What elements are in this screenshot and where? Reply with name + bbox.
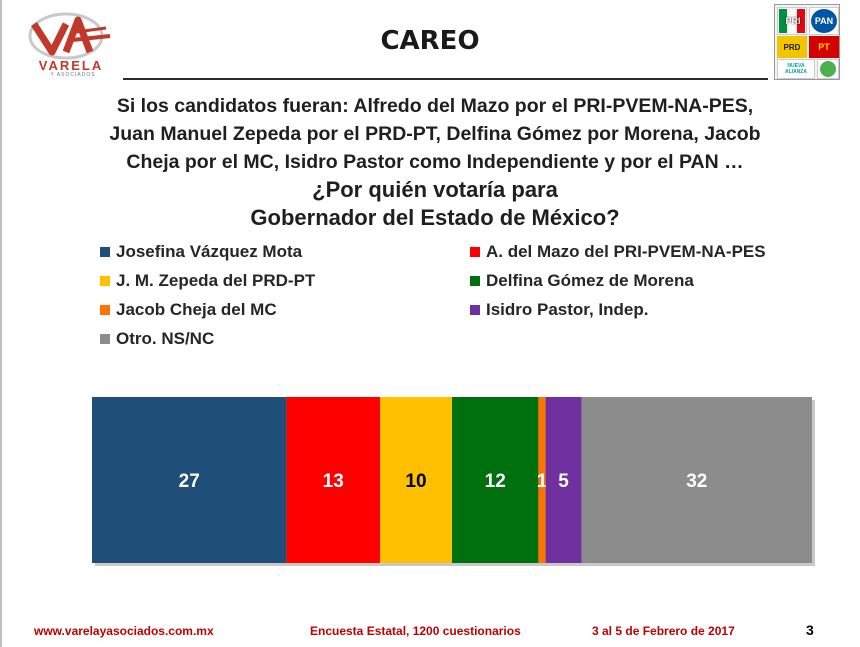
question-text: Si los candidatos fueran: Alfredo del Ma… [40, 92, 830, 176]
stacked-bar-chart: 27 13 10 12 1 5 32 [92, 397, 815, 566]
pan-logo-icon: PAN [809, 7, 839, 35]
bar-data-label-0: 27 [179, 471, 200, 492]
legend-swatch [100, 334, 110, 344]
legend-item-cheja: Jacob Cheja del MC [100, 300, 277, 320]
legend-item-del-mazo: A. del Mazo del PRI-PVEM-NA-PES [470, 242, 766, 262]
legend-swatch [470, 247, 480, 257]
legend-swatch [470, 305, 480, 315]
bar-data-label-4: 1 [537, 471, 548, 492]
title-divider [123, 78, 768, 80]
varela-logo-icon [28, 12, 111, 60]
bar-segment-6 [581, 397, 812, 563]
legend-label: Josefina Vázquez Mota [116, 242, 303, 261]
bar-segment-0 [92, 397, 287, 563]
nueva-alianza-logo-icon: NUEVA ALIANZA [777, 59, 815, 79]
legend-item-vazquez-mota: Josefina Vázquez Mota [100, 242, 302, 262]
bar-data-label-2: 10 [405, 471, 426, 492]
bar-segment-1 [286, 397, 380, 563]
bar-data-label-3: 12 [485, 471, 506, 492]
chart-legend: Josefina Vázquez Mota A. del Mazo del PR… [100, 242, 820, 352]
prd-label: PRD [783, 42, 801, 52]
bar-segment-4 [538, 397, 546, 563]
bar-segment-2 [380, 397, 452, 563]
question-line-3: Cheja por el MC, Isidro Pastor como Inde… [126, 151, 744, 173]
legend-label: Delfina Gómez de Morena [486, 271, 694, 290]
pt-logo-icon: PT [809, 36, 839, 58]
legend-item-otro: Otro. NS/NC [100, 329, 214, 349]
logo-subtext: Y ASOCIADOS [50, 72, 96, 78]
legend-item-pastor: Isidro Pastor, Indep. [470, 300, 648, 320]
legend-label: A. del Mazo del PRI-PVEM-NA-PES [486, 242, 766, 261]
legend-item-delfina-gomez: Delfina Gómez de Morena [470, 271, 694, 291]
legend-swatch [470, 276, 480, 286]
bar-segment-5 [545, 397, 582, 563]
question-prompt: ¿Por quién votaría para Gobernador del E… [40, 176, 830, 232]
logo-text: VARELA [38, 58, 104, 73]
page-number: 3 [806, 622, 814, 638]
page-title: CAREO [380, 26, 480, 56]
footer-date: 3 al 5 de Febrero de 2017 [592, 624, 735, 638]
pri-label: PRI [785, 16, 801, 26]
bar-data-label-5: 5 [558, 471, 569, 492]
question-line-1: Si los candidatos fueran: Alfredo del Ma… [116, 95, 754, 117]
legend-item-zepeda: J. M. Zepeda del PRD-PT [100, 271, 315, 291]
footer-website: www.varelayasociados.com.mx [34, 624, 214, 638]
bar-data-label-1: 13 [323, 471, 344, 492]
pri-logo-icon: PRI [777, 7, 807, 35]
question-line-2: Juan Manuel Zepeda por el PRD-PT, Delfin… [109, 123, 761, 145]
legend-label: Isidro Pastor, Indep. [486, 300, 649, 319]
prd-logo-icon: PRD [777, 36, 807, 58]
pvem-logo-icon [817, 59, 839, 79]
chart-svg: 27 13 10 12 1 5 32 [92, 397, 815, 566]
varela-logo: VARELA Y ASOCIADOS [26, 6, 114, 78]
pan-label: PAN [814, 16, 834, 26]
legend-label: Jacob Cheja del MC [116, 300, 277, 319]
party-logos: PRI PAN PRD PT NUEVA ALIANZA [774, 4, 840, 80]
question-line-5: Gobernador del Estado de México? [250, 205, 620, 230]
legend-label: J. M. Zepeda del PRD-PT [116, 271, 316, 290]
nueva-alianza-label: NUEVA ALIANZA [785, 63, 807, 75]
legend-swatch [100, 305, 110, 315]
footer-survey: Encuesta Estatal, 1200 cuestionarios [310, 624, 521, 638]
legend-swatch [100, 276, 110, 286]
pt-label: PT [818, 42, 830, 52]
question-line-4: ¿Por quién votaría para [312, 177, 558, 202]
bar-segment-3 [452, 397, 539, 563]
legend-swatch [100, 247, 110, 257]
legend-label: Otro. NS/NC [116, 329, 215, 348]
bar-data-label-6: 32 [686, 471, 707, 492]
